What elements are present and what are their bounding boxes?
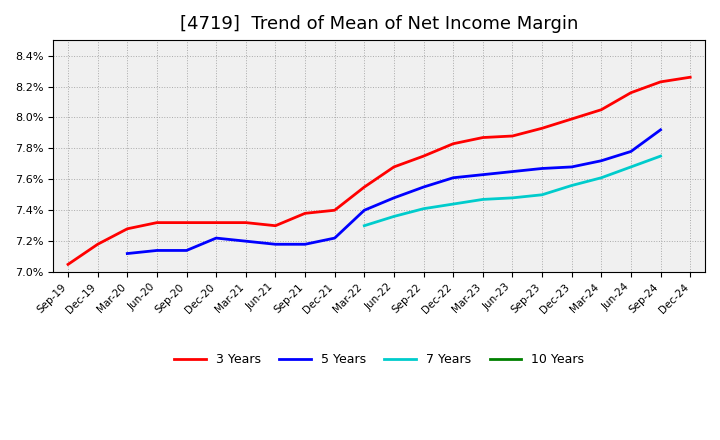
5 Years bbox=[271, 242, 280, 247]
Line: 5 Years: 5 Years bbox=[127, 130, 660, 253]
3 Years bbox=[271, 223, 280, 228]
3 Years bbox=[123, 226, 132, 231]
5 Years bbox=[508, 169, 517, 174]
3 Years bbox=[479, 135, 487, 140]
3 Years bbox=[656, 79, 665, 84]
5 Years bbox=[241, 238, 250, 244]
5 Years bbox=[390, 195, 398, 201]
7 Years bbox=[626, 164, 635, 169]
5 Years bbox=[123, 251, 132, 256]
3 Years bbox=[626, 90, 635, 95]
3 Years bbox=[241, 220, 250, 225]
5 Years bbox=[212, 235, 220, 241]
7 Years bbox=[656, 154, 665, 159]
3 Years bbox=[360, 184, 369, 190]
3 Years bbox=[686, 75, 695, 80]
5 Years bbox=[597, 158, 606, 163]
5 Years bbox=[330, 235, 339, 241]
3 Years bbox=[212, 220, 220, 225]
Line: 3 Years: 3 Years bbox=[68, 77, 690, 264]
3 Years bbox=[597, 107, 606, 112]
5 Years bbox=[419, 184, 428, 190]
7 Years bbox=[538, 192, 546, 198]
7 Years bbox=[360, 223, 369, 228]
5 Years bbox=[626, 149, 635, 154]
7 Years bbox=[449, 202, 457, 207]
5 Years bbox=[153, 248, 161, 253]
3 Years bbox=[449, 141, 457, 147]
3 Years bbox=[419, 154, 428, 159]
7 Years bbox=[508, 195, 517, 201]
5 Years bbox=[538, 166, 546, 171]
5 Years bbox=[360, 208, 369, 213]
3 Years bbox=[301, 211, 310, 216]
5 Years bbox=[567, 164, 576, 169]
7 Years bbox=[479, 197, 487, 202]
7 Years bbox=[567, 183, 576, 188]
5 Years bbox=[301, 242, 310, 247]
3 Years bbox=[153, 220, 161, 225]
7 Years bbox=[597, 175, 606, 180]
5 Years bbox=[182, 248, 191, 253]
3 Years bbox=[390, 164, 398, 169]
Line: 7 Years: 7 Years bbox=[364, 156, 660, 226]
3 Years bbox=[538, 126, 546, 131]
3 Years bbox=[94, 242, 102, 247]
7 Years bbox=[419, 206, 428, 211]
3 Years bbox=[567, 116, 576, 121]
Legend: 3 Years, 5 Years, 7 Years, 10 Years: 3 Years, 5 Years, 7 Years, 10 Years bbox=[169, 348, 589, 371]
3 Years bbox=[182, 220, 191, 225]
Title: [4719]  Trend of Mean of Net Income Margin: [4719] Trend of Mean of Net Income Margi… bbox=[180, 15, 578, 33]
3 Years bbox=[508, 133, 517, 139]
3 Years bbox=[330, 208, 339, 213]
5 Years bbox=[449, 175, 457, 180]
5 Years bbox=[656, 127, 665, 132]
3 Years bbox=[63, 262, 72, 267]
5 Years bbox=[479, 172, 487, 177]
7 Years bbox=[390, 214, 398, 219]
